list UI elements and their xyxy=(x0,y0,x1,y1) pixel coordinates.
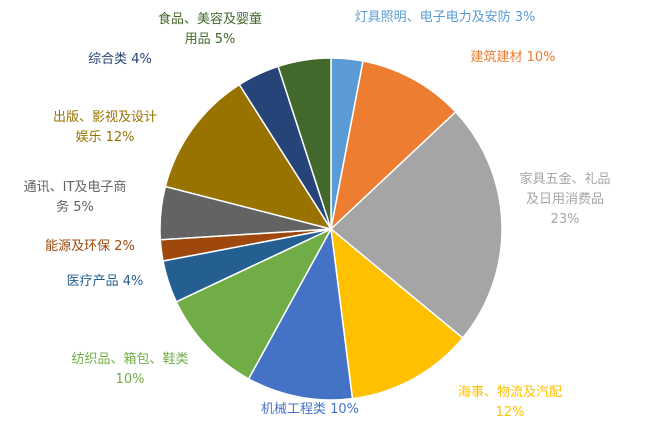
value-label: 10% xyxy=(330,402,360,417)
value-label: 5% xyxy=(73,200,94,215)
slice-label: 通讯、IT及电子商务 5% xyxy=(20,178,130,218)
category-label: 综合类 xyxy=(88,52,128,67)
value-label: 23% xyxy=(550,212,580,227)
pie-slice xyxy=(175,227,333,380)
category-label: 医疗产品 xyxy=(66,274,119,289)
value-label: 10% xyxy=(115,372,145,387)
value-label: 3% xyxy=(514,10,536,25)
category-label: 建筑建材 xyxy=(470,50,523,65)
value-label: 12% xyxy=(105,130,135,145)
value-label: 2% xyxy=(114,239,135,254)
pie-slice xyxy=(329,60,457,232)
slice-label: 医疗产品 4% xyxy=(45,272,165,292)
slice-label: 食品、美容及婴童用品 5% xyxy=(155,10,265,50)
slice-label: 综合类 4% xyxy=(70,50,170,70)
slice-label: 出版、影视及设计娱乐 12% xyxy=(48,108,163,148)
pie-slice xyxy=(247,226,354,401)
category-label: 纺织品、箱包、鞋类 xyxy=(71,352,189,367)
slice-label: 家具五金、礼品及日用消费品 23% xyxy=(515,170,615,230)
category-label: 通讯、IT及电子商务 xyxy=(23,180,127,215)
category-label: 出版、影视及设计娱乐 xyxy=(52,110,157,145)
slice-label: 能源及环保 2% xyxy=(30,237,150,257)
category-label: 海事、物流及汽配 xyxy=(457,385,562,400)
slice-label: 灯具照明、电子电力及安防 3% xyxy=(315,8,575,28)
pie-slice xyxy=(164,83,333,231)
value-label: 4% xyxy=(122,274,144,289)
category-label: 能源及环保 xyxy=(45,239,111,254)
value-label: 12% xyxy=(495,405,525,420)
pie-slice xyxy=(330,227,464,400)
value-label: 10% xyxy=(526,50,556,65)
pie-slice xyxy=(277,57,332,230)
value-label: 4% xyxy=(131,52,152,67)
category-label: 机械工程类 xyxy=(260,402,326,417)
slice-label: 机械工程类 10% xyxy=(230,400,390,420)
slice-label: 海事、物流及汽配 12% xyxy=(450,383,570,423)
slice-label: 建筑建材 10% xyxy=(453,48,573,68)
category-label: 家具五金、礼品及日用消费品 xyxy=(519,172,611,207)
slice-label: 纺织品、箱包、鞋类 10% xyxy=(70,350,190,390)
category-label: 食品、美容及婴童用品 xyxy=(157,12,262,47)
value-label: 5% xyxy=(214,32,236,47)
pie-slice xyxy=(329,110,503,340)
category-label: 灯具照明、电子电力及安防 xyxy=(354,10,511,25)
